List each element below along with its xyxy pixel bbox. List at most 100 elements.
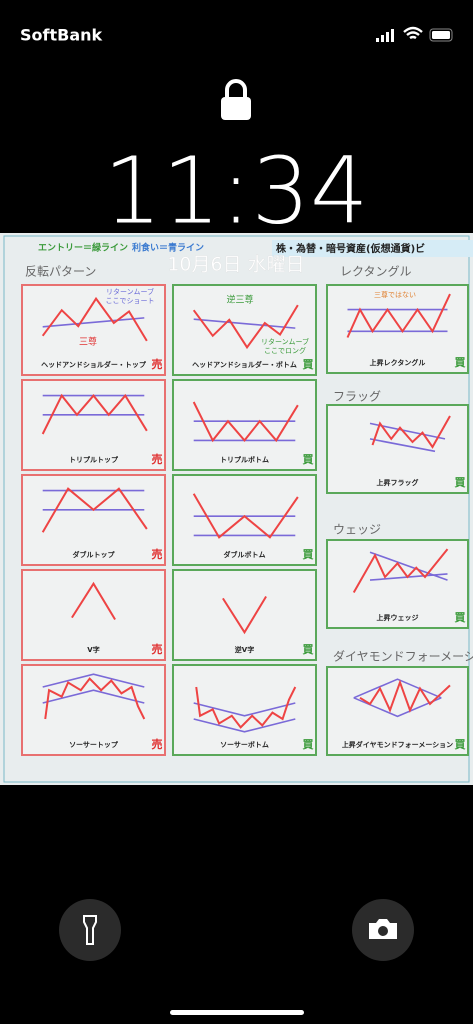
card-badge: 買 (455, 738, 466, 751)
pattern-card: 上昇レクタングル 買 (326, 284, 469, 374)
trend-line (369, 438, 436, 453)
price-line (195, 686, 297, 729)
card-label: ソーサーボトム (220, 740, 269, 749)
trend-line (353, 678, 442, 699)
card-label: ダブルボトム (224, 550, 266, 559)
card-badge: 売 (152, 737, 163, 751)
trend-line (42, 317, 145, 328)
battery (429, 28, 453, 42)
card-badge: 買 (455, 611, 466, 624)
pattern-card: ヘッドアンドショルダー・トップ売 (21, 284, 166, 376)
carrier: SoftBank (20, 26, 103, 45)
pattern-card: ダブルボトム 買 (172, 474, 317, 566)
pattern-card: 上昇ダイヤモンドフォーメーション買 (326, 666, 469, 756)
flashlight-icon (83, 915, 97, 945)
signal (376, 29, 394, 42)
card-label: ヘッドアンドショルダー・トップ (41, 360, 147, 369)
price-line (222, 595, 267, 635)
card-badge: 売 (152, 642, 163, 656)
price-line (192, 401, 299, 443)
price-line (371, 415, 451, 449)
trend-line (42, 689, 145, 704)
pattern-card: 逆V字 買 (172, 569, 317, 661)
wifi-icon (403, 26, 423, 40)
price-line (71, 581, 116, 621)
card-badge: 買 (303, 643, 314, 656)
card-label: 上昇フラッグ (377, 478, 419, 487)
price-line (192, 304, 299, 350)
legend-take-profit: 利食い＝青ライン (131, 242, 204, 254)
pattern-card: ソーサートップ 売 (21, 664, 166, 756)
card-box (172, 664, 317, 756)
card-label: ダブルトップ (73, 550, 116, 559)
card-badge: 買 (303, 358, 314, 371)
card-badge: 売 (152, 452, 163, 466)
card-label: トリプルトップ (69, 455, 119, 464)
card-label: ヘッドアンドショルダー・ボトム (192, 360, 297, 369)
section-title: ウェッジ (333, 523, 381, 537)
card-box (172, 474, 317, 566)
lock-body (221, 97, 251, 120)
trend-line (193, 318, 296, 329)
pattern-card: トリプルトップ 売 (21, 379, 166, 471)
card-box (326, 539, 469, 629)
card-box (172, 379, 317, 471)
header-band (272, 240, 473, 257)
camera-lens (378, 926, 388, 936)
price-line (346, 293, 451, 338)
price-line (192, 493, 299, 539)
price-line (41, 487, 148, 533)
pattern-card: ヘッドアンドショルダー・ボトム買 (172, 284, 317, 376)
date: 10月6日 水曜日 (167, 254, 304, 276)
card-badge: 売 (152, 357, 163, 371)
section-title: ダイヤモンドフォーメーション (333, 649, 473, 664)
home-indicator (170, 1010, 304, 1015)
annotation: リターンムーブ (106, 287, 154, 296)
pattern-card: トリプルボトム 買 (172, 379, 317, 471)
pattern-card: V字 売 (21, 569, 166, 661)
card-label: V字 (87, 645, 99, 654)
card-badge: 買 (303, 548, 314, 561)
price-line (41, 296, 148, 342)
card-label: 上昇ウェッジ (377, 613, 419, 622)
battery-level (432, 31, 450, 39)
price-line (44, 677, 146, 720)
card-box (326, 666, 469, 756)
pattern-card: ソーサーボトム 買 (172, 664, 317, 756)
card-badge: 買 (303, 453, 314, 466)
annotation: 三尊 (79, 336, 97, 348)
card-box (326, 404, 469, 494)
section-title: フラッグ (333, 390, 381, 404)
card-label: 上昇レクタングル (370, 358, 426, 367)
pattern-card: ダブルトップ 売 (21, 474, 166, 566)
trend-line (42, 673, 145, 688)
price-line (359, 679, 451, 713)
lock-icon (225, 79, 247, 98)
card-box (172, 284, 317, 376)
legend-header: 株・為替・暗号資産(仮想通貨)ビ (276, 242, 425, 255)
section-title: 反転パターン (25, 265, 96, 279)
pattern-card: 上昇フラッグ 買 (326, 404, 469, 494)
annotation: ここでショート (106, 297, 155, 305)
clock: 11:34 (103, 138, 368, 245)
annotation: 逆三尊 (226, 294, 253, 306)
trend-line (193, 702, 296, 717)
card-badge: 買 (455, 476, 466, 489)
legend-entry: エントリー＝緑ライン (38, 242, 128, 254)
trend-line (193, 718, 296, 733)
card-badge: 売 (152, 547, 163, 561)
card-badge: 買 (455, 356, 466, 369)
annotation: ここでロング (264, 346, 306, 355)
annotation: 三尊ではない (374, 290, 416, 299)
card-badge: 買 (303, 738, 314, 751)
section-title: レクタングル (340, 265, 412, 279)
card-label: トリプルボトム (220, 455, 269, 464)
card-label: 上昇ダイヤモンドフォーメーション (342, 740, 453, 749)
card-label: 逆V字 (235, 645, 254, 654)
annotation: リターンムーブ (261, 337, 309, 346)
flashlight-button[interactable] (59, 899, 121, 961)
card-box (172, 569, 317, 661)
price-line (352, 548, 449, 593)
